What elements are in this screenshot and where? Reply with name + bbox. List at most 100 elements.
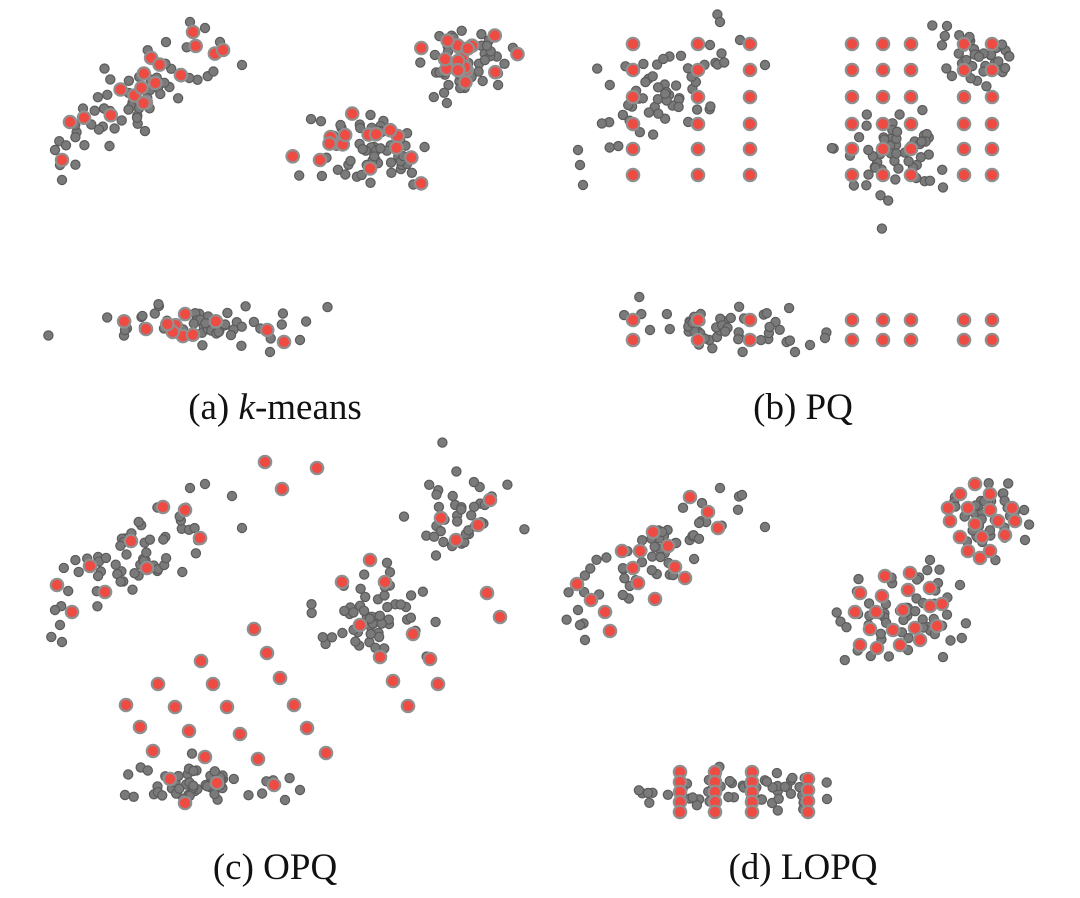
centroid [903, 312, 919, 328]
data-point [58, 562, 70, 574]
data-point [189, 522, 200, 534]
centroid [285, 149, 300, 164]
centroid [844, 36, 860, 52]
data-point [127, 584, 138, 595]
centroid [630, 575, 646, 591]
data-point [441, 97, 453, 109]
data-point [357, 143, 368, 155]
data-point [853, 573, 864, 585]
centroid [259, 645, 275, 661]
data-point [173, 783, 185, 794]
data-point [927, 20, 938, 31]
data-point [691, 104, 703, 115]
data-point [350, 636, 361, 647]
centroid [940, 500, 956, 516]
centroid [952, 486, 968, 502]
centroid [922, 598, 938, 614]
data-point [92, 570, 104, 582]
data-point [60, 140, 72, 151]
data-point [294, 784, 306, 796]
data-point [677, 502, 689, 513]
data-point [733, 301, 745, 312]
data-point [755, 334, 767, 346]
data-point [519, 524, 530, 535]
data-point [643, 107, 655, 118]
centroid [177, 306, 193, 322]
data-point [364, 613, 375, 624]
data-point [863, 598, 875, 609]
data-point [276, 319, 287, 330]
data-point [973, 51, 985, 63]
data-point [115, 540, 126, 552]
centroid [900, 582, 916, 598]
centroid [192, 530, 208, 546]
data-point [655, 551, 666, 563]
data-point [617, 109, 629, 121]
data-point [43, 330, 54, 341]
centroid [690, 167, 706, 183]
data-point [129, 568, 140, 579]
data-point [941, 63, 952, 74]
data-point [348, 607, 359, 618]
centroid [744, 804, 760, 820]
data-point [604, 142, 615, 153]
centroid [942, 513, 958, 529]
data-point [70, 131, 81, 143]
data-point [848, 180, 860, 191]
centroid [956, 332, 972, 348]
data-point [861, 120, 872, 131]
centroid [177, 795, 193, 811]
centroid [400, 698, 416, 714]
data-point [785, 788, 797, 800]
centroid [967, 476, 983, 492]
data-point [642, 787, 654, 799]
centroid [844, 312, 860, 328]
data-point [723, 791, 734, 803]
centroid [742, 312, 758, 328]
centroid [362, 161, 378, 176]
data-point [332, 164, 344, 175]
centroid [912, 632, 928, 648]
centroid [742, 167, 758, 183]
data-point [284, 772, 295, 784]
data-point [101, 312, 113, 323]
data-point [644, 797, 655, 809]
centroid [875, 116, 891, 132]
data-point [156, 790, 168, 801]
centroid [136, 66, 152, 81]
data-point [197, 340, 208, 351]
data-point [981, 81, 992, 92]
centroid [984, 141, 1000, 157]
data-point [922, 565, 933, 576]
centroid [177, 502, 193, 518]
data-point [875, 628, 887, 640]
centroid [312, 152, 328, 168]
data-point [875, 190, 886, 201]
centroid [742, 332, 758, 348]
centroid [309, 460, 325, 476]
data-point [783, 302, 795, 314]
data-point [784, 335, 796, 346]
centroid [132, 719, 148, 735]
centroid [433, 510, 449, 526]
centroid [862, 621, 878, 637]
centroid [903, 116, 919, 132]
data-point [579, 570, 591, 581]
data-point [128, 791, 139, 803]
centroid [984, 116, 1000, 132]
data-point [102, 89, 113, 101]
data-point [385, 157, 397, 168]
centroid [625, 560, 641, 576]
data-point [365, 109, 376, 121]
centroid [259, 322, 275, 338]
centroid [422, 651, 438, 667]
centroid [299, 720, 315, 736]
data-point [466, 510, 477, 521]
data-point [93, 124, 105, 135]
centroid [990, 513, 1006, 529]
centroid [250, 751, 266, 767]
data-point [687, 792, 698, 803]
data-point [160, 553, 172, 564]
centroid [155, 499, 171, 515]
data-point [315, 115, 327, 127]
